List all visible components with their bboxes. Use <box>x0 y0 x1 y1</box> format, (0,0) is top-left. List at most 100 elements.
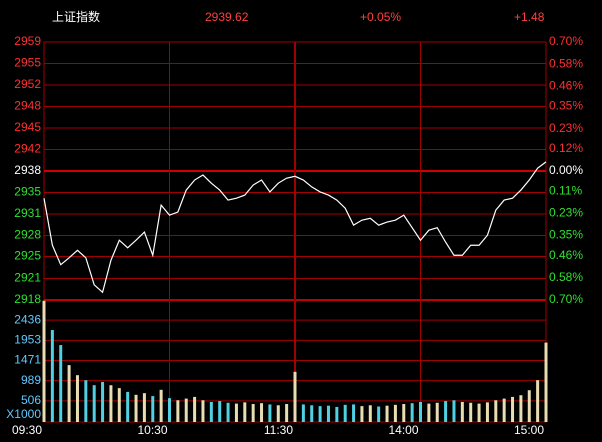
y2-tick-label: 0.11% <box>549 183 582 197</box>
volume-bar <box>209 401 213 422</box>
volume-bar <box>469 402 473 422</box>
y2-tick-label: 0.00% <box>549 163 583 177</box>
volume-tick-label: 1953 <box>14 333 41 347</box>
volume-bar <box>435 402 439 422</box>
volume-bar <box>444 401 448 422</box>
price-line <box>43 161 547 294</box>
volume-bar <box>126 391 130 422</box>
y-tick-label: 2925 <box>14 249 41 263</box>
y-tick-label: 2945 <box>14 120 41 134</box>
y2-tick-label: 0.12% <box>549 141 583 155</box>
volume-bar <box>218 401 222 422</box>
volume-bar <box>184 398 188 422</box>
volume-bar <box>251 404 255 422</box>
volume-bar <box>109 385 113 422</box>
volume-bar <box>343 404 347 422</box>
volume-bar <box>460 401 464 422</box>
y-tick-label: 2918 <box>14 292 41 306</box>
x-tick-label: 14:00 <box>388 423 418 437</box>
x-tick-label: 09:30 <box>12 423 42 437</box>
volume-bar <box>335 406 339 422</box>
volume-bar <box>260 403 264 422</box>
volume-bar <box>519 395 523 422</box>
volume-bar <box>402 404 406 422</box>
volume-bar <box>134 394 138 422</box>
volume-bar <box>368 405 372 422</box>
y2-tick-label: 0.58% <box>549 56 583 70</box>
volume-bar <box>511 396 515 422</box>
x-tick-label: 11:30 <box>264 423 293 437</box>
volume-bar <box>201 400 205 422</box>
change: +1.48 <box>514 10 545 24</box>
volume-bar <box>301 404 305 422</box>
y2-tick-label: 0.23% <box>549 206 583 220</box>
y2-tick-label: 0.70% <box>549 292 583 306</box>
y-tick-label: 2952 <box>14 77 41 91</box>
volume-bar <box>427 403 431 422</box>
y-tick-label: 2948 <box>14 99 41 113</box>
y2-tick-label: 0.58% <box>549 270 583 284</box>
y-tick-label: 2935 <box>14 185 41 199</box>
volume-bar <box>536 380 540 422</box>
volume-bar <box>310 405 314 422</box>
volume-bar <box>193 396 197 422</box>
volume-bar <box>92 385 96 422</box>
volume-bar <box>494 400 498 422</box>
volume-tick-label: 1471 <box>14 353 41 367</box>
volume-bar <box>452 400 456 422</box>
volume-bar <box>477 403 481 422</box>
y2-tick-label: 0.46% <box>549 248 583 262</box>
volume-bar <box>393 404 397 422</box>
volume-bar <box>168 398 171 422</box>
volume-bar <box>385 405 389 422</box>
y-tick-label: 2959 <box>14 34 41 48</box>
y2-tick-label: 0.70% <box>549 34 583 48</box>
volume-tick-label: 506 <box>21 393 41 407</box>
y-tick-label: 2938 <box>14 163 41 177</box>
y-tick-label: 2955 <box>14 56 41 70</box>
volume-bar <box>50 330 54 422</box>
volume-bar <box>42 300 46 422</box>
volume-bar <box>234 403 238 422</box>
volume-bar <box>326 405 330 422</box>
volume-unit: X1000 <box>6 407 41 421</box>
volume-bar <box>159 389 163 422</box>
volume-bar <box>84 380 88 422</box>
volume-bar <box>101 381 105 422</box>
y2-tick-label: 0.35% <box>549 228 583 242</box>
x-tick-label: 10:30 <box>137 423 167 437</box>
volume-bar <box>527 390 531 422</box>
volume-bar <box>502 398 506 422</box>
index-name: 上证指数 <box>52 9 100 24</box>
volume-bar <box>285 404 289 422</box>
volume-bar <box>276 405 280 422</box>
volume-bar <box>117 388 121 422</box>
volume-tick-label: 2436 <box>14 312 41 326</box>
volume-bar <box>360 406 364 422</box>
volume-bar <box>293 371 297 422</box>
volume-bar <box>67 365 71 422</box>
volume-bar <box>485 402 489 422</box>
y-tick-label: 2928 <box>14 228 41 242</box>
volume-bar <box>75 375 79 422</box>
change-pct: +0.05% <box>360 10 401 24</box>
volume-bar <box>410 403 414 422</box>
volume-bar <box>544 342 548 422</box>
volume-bar <box>419 401 422 422</box>
volume-bar <box>352 404 356 422</box>
y2-tick-label: 0.23% <box>549 121 583 135</box>
price: 2939.62 <box>205 10 249 24</box>
y-tick-label: 2942 <box>14 142 41 156</box>
volume-bar <box>59 345 63 422</box>
volume-bar <box>176 400 180 422</box>
volume-bar <box>151 396 155 422</box>
volume-tick-label: 989 <box>21 373 41 387</box>
x-tick-label: 15:00 <box>514 423 544 437</box>
y-tick-label: 2921 <box>14 271 41 285</box>
volume-bar <box>142 393 146 422</box>
y2-tick-label: 0.46% <box>549 78 583 92</box>
volume-bar <box>243 402 247 422</box>
y2-tick-label: 0.35% <box>549 99 583 113</box>
volume-bar <box>226 402 230 422</box>
